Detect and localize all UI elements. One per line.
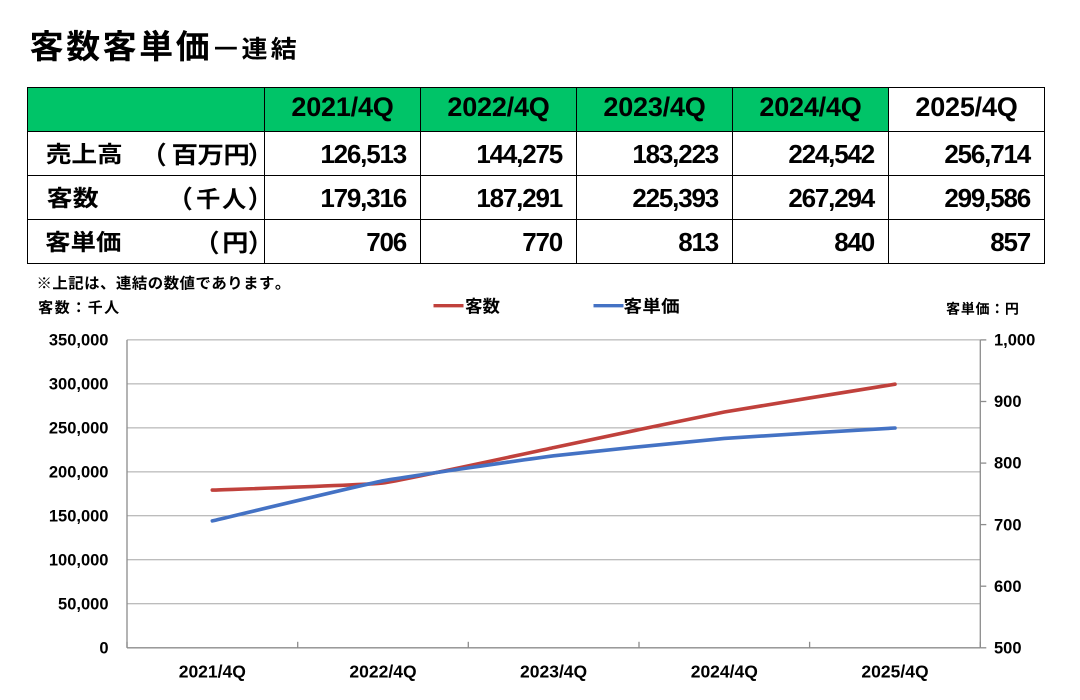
svg-text:800: 800 [994, 455, 1022, 473]
svg-text:2024/4Q: 2024/4Q [691, 662, 758, 682]
svg-text:350,000: 350,000 [49, 332, 109, 350]
svg-text:300,000: 300,000 [49, 376, 109, 394]
svg-text:900: 900 [994, 393, 1022, 411]
svg-text:50,000: 50,000 [58, 596, 108, 614]
svg-text:700: 700 [994, 516, 1022, 534]
svg-text:600: 600 [994, 578, 1022, 596]
svg-text:2022/4Q: 2022/4Q [349, 662, 416, 682]
svg-text:100,000: 100,000 [49, 552, 109, 570]
svg-text:500: 500 [994, 639, 1022, 657]
svg-text:200,000: 200,000 [49, 464, 109, 482]
svg-text:2021/4Q: 2021/4Q [179, 662, 246, 682]
svg-text:2023/4Q: 2023/4Q [520, 662, 587, 682]
svg-text:250,000: 250,000 [49, 420, 109, 438]
svg-text:0: 0 [99, 639, 108, 657]
svg-text:2025/4Q: 2025/4Q [861, 662, 928, 682]
svg-text:1,000: 1,000 [994, 332, 1035, 350]
svg-text:150,000: 150,000 [49, 508, 109, 526]
